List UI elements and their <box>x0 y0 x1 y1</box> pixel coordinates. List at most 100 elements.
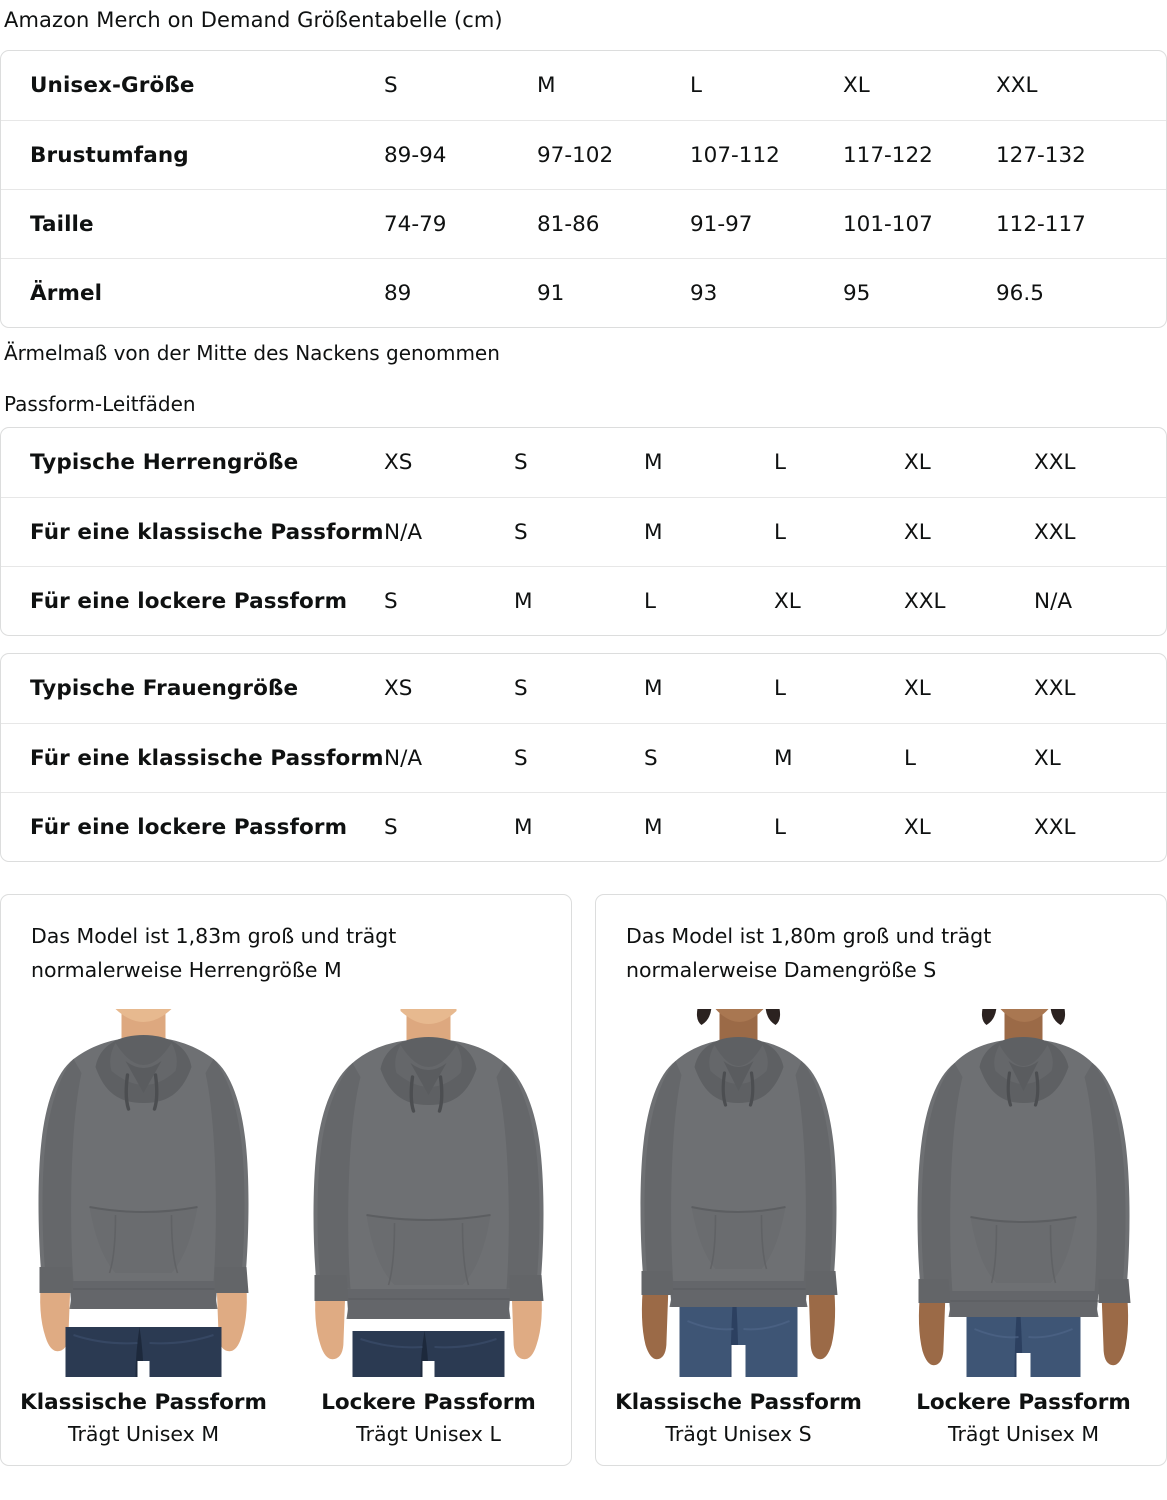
row-label: Unisex-Größe <box>30 73 195 98</box>
table-cell: M <box>774 745 793 771</box>
table-cell: 127-132 <box>996 142 1086 168</box>
male-classic-fit-illustration <box>3 1009 284 1377</box>
table-cell: S <box>384 588 398 614</box>
column-header-m: M <box>537 73 556 98</box>
table-row: Taille 74-79 81-86 91-97 101-107 112-117 <box>1 189 1166 258</box>
table-row-header: Unisex-Größe S M L XL XXL <box>1 51 1166 120</box>
table-cell: 91-97 <box>690 211 753 237</box>
column-header-m: M <box>644 676 663 701</box>
table-row: Für eine klassische Passform N/A S S M L… <box>1 723 1166 792</box>
row-label: Für eine klassische Passform <box>30 519 384 545</box>
model-photos <box>596 991 1166 1377</box>
table-cell: XL <box>904 519 931 545</box>
model-photos <box>1 991 571 1377</box>
mens-model-card: Das Model ist 1,83m groß und trägt norma… <box>0 894 572 1466</box>
photo-classic-fit <box>596 991 881 1377</box>
table-cell: M <box>644 519 663 545</box>
table-cell: 117-122 <box>843 142 933 168</box>
row-label: Typische Herrengröße <box>30 450 299 475</box>
fit-name: Klassische Passform <box>615 1390 862 1415</box>
column-header-m: M <box>644 450 663 475</box>
fit-name: Klassische Passform <box>20 1390 267 1415</box>
table-cell: 97-102 <box>537 142 614 168</box>
table-cell: 96.5 <box>996 280 1044 306</box>
column-header-xs: XS <box>384 450 413 475</box>
table-cell: 89-94 <box>384 142 447 168</box>
table-cell: N/A <box>384 519 423 545</box>
model-description: Das Model ist 1,83m groß und trägt norma… <box>31 924 397 982</box>
column-header-s: S <box>514 676 528 701</box>
fit-wears: Trägt Unisex L <box>356 1422 501 1446</box>
column-header-l: L <box>774 450 786 475</box>
table-cell: 112-117 <box>996 211 1086 237</box>
label-classic-fit: Klassische Passform Trägt Unisex M <box>1 1387 286 1449</box>
table-cell: 74-79 <box>384 211 447 237</box>
table-row-header: Typische Frauengröße XS S M L XL XXL <box>1 654 1166 723</box>
sleeve-measurement-note: Ärmelmaß von der Mitte des Nackens genom… <box>4 341 500 365</box>
page-title: Amazon Merch on Demand Größentabelle (cm… <box>4 8 503 32</box>
womens-fit-guide-table: Typische Frauengröße XS S M L XL XXL Für… <box>0 653 1167 862</box>
table-cell: XL <box>1034 745 1061 771</box>
table-cell: S <box>514 519 528 545</box>
row-label: Typische Frauengröße <box>30 676 299 701</box>
model-photo-labels: Klassische Passform Trägt Unisex S Locke… <box>596 1377 1166 1465</box>
table-row-header: Typische Herrengröße XS S M L XL XXL <box>1 428 1166 497</box>
table-cell: L <box>774 519 786 545</box>
fit-name: Lockere Passform <box>916 1390 1131 1415</box>
table-cell: XXL <box>1034 519 1076 545</box>
column-header-xl: XL <box>843 73 870 98</box>
table-cell: XL <box>774 588 801 614</box>
table-cell: S <box>644 745 658 771</box>
table-row: Ärmel 89 91 93 95 96.5 <box>1 258 1166 327</box>
fit-name: Lockere Passform <box>321 1390 536 1415</box>
female-classic-fit-illustration <box>603 1009 874 1377</box>
table-cell: M <box>514 588 533 614</box>
column-header-xs: XS <box>384 676 413 701</box>
fit-guides-heading: Passform-Leitfäden <box>4 392 196 416</box>
male-relaxed-fit-illustration <box>288 1009 569 1377</box>
table-row: Brustumfang 89-94 97-102 107-112 117-122… <box>1 120 1166 189</box>
table-cell: S <box>514 745 528 771</box>
table-cell: 101-107 <box>843 211 933 237</box>
row-label: Für eine klassische Passform <box>30 745 384 771</box>
fit-wears: Trägt Unisex M <box>947 1422 1100 1446</box>
fit-wears: Trägt Unisex S <box>665 1422 812 1446</box>
column-header-s: S <box>384 73 398 98</box>
table-row: Für eine lockere Passform S M M L XL XXL <box>1 792 1166 861</box>
column-header-s: S <box>514 450 528 475</box>
model-photo-classic-female <box>596 1009 881 1377</box>
table-cell: 95 <box>843 280 871 306</box>
column-header-xl: XL <box>904 676 931 701</box>
unisex-size-table: Unisex-Größe S M L XL XXL Brustumfang 89… <box>0 50 1167 328</box>
model-photo-labels: Klassische Passform Trägt Unisex M Locke… <box>1 1377 571 1465</box>
model-photo-relaxed-male <box>286 1009 571 1377</box>
table-cell: 93 <box>690 280 718 306</box>
womens-model-card: Das Model ist 1,80m groß und trägt norma… <box>595 894 1167 1466</box>
column-header-l: L <box>690 73 702 98</box>
model-description: Das Model ist 1,80m groß und trägt norma… <box>626 924 992 982</box>
photo-relaxed-fit <box>881 991 1166 1377</box>
label-relaxed-fit: Lockere Passform Trägt Unisex M <box>881 1387 1166 1449</box>
female-relaxed-fit-illustration <box>888 1009 1159 1377</box>
model-photo-relaxed-female <box>881 1009 1166 1377</box>
table-cell: 107-112 <box>690 142 780 168</box>
model-photo-classic-male <box>1 1009 286 1377</box>
table-row: Für eine klassische Passform N/A S M L X… <box>1 497 1166 566</box>
row-label: Brustumfang <box>30 142 189 168</box>
table-cell: L <box>644 588 656 614</box>
table-cell: N/A <box>384 745 423 771</box>
mens-fit-guide-table: Typische Herrengröße XS S M L XL XXL Für… <box>0 427 1167 636</box>
table-cell: N/A <box>1034 588 1073 614</box>
table-cell: XXL <box>1034 814 1076 840</box>
table-cell: XXL <box>904 588 946 614</box>
row-label: Für eine lockere Passform <box>30 814 348 840</box>
table-cell: 89 <box>384 280 412 306</box>
table-cell: M <box>514 814 533 840</box>
table-cell: 81-86 <box>537 211 600 237</box>
table-cell: 91 <box>537 280 565 306</box>
photo-relaxed-fit <box>286 991 571 1377</box>
row-label: Ärmel <box>30 280 103 306</box>
table-cell: M <box>644 814 663 840</box>
column-header-xl: XL <box>904 450 931 475</box>
